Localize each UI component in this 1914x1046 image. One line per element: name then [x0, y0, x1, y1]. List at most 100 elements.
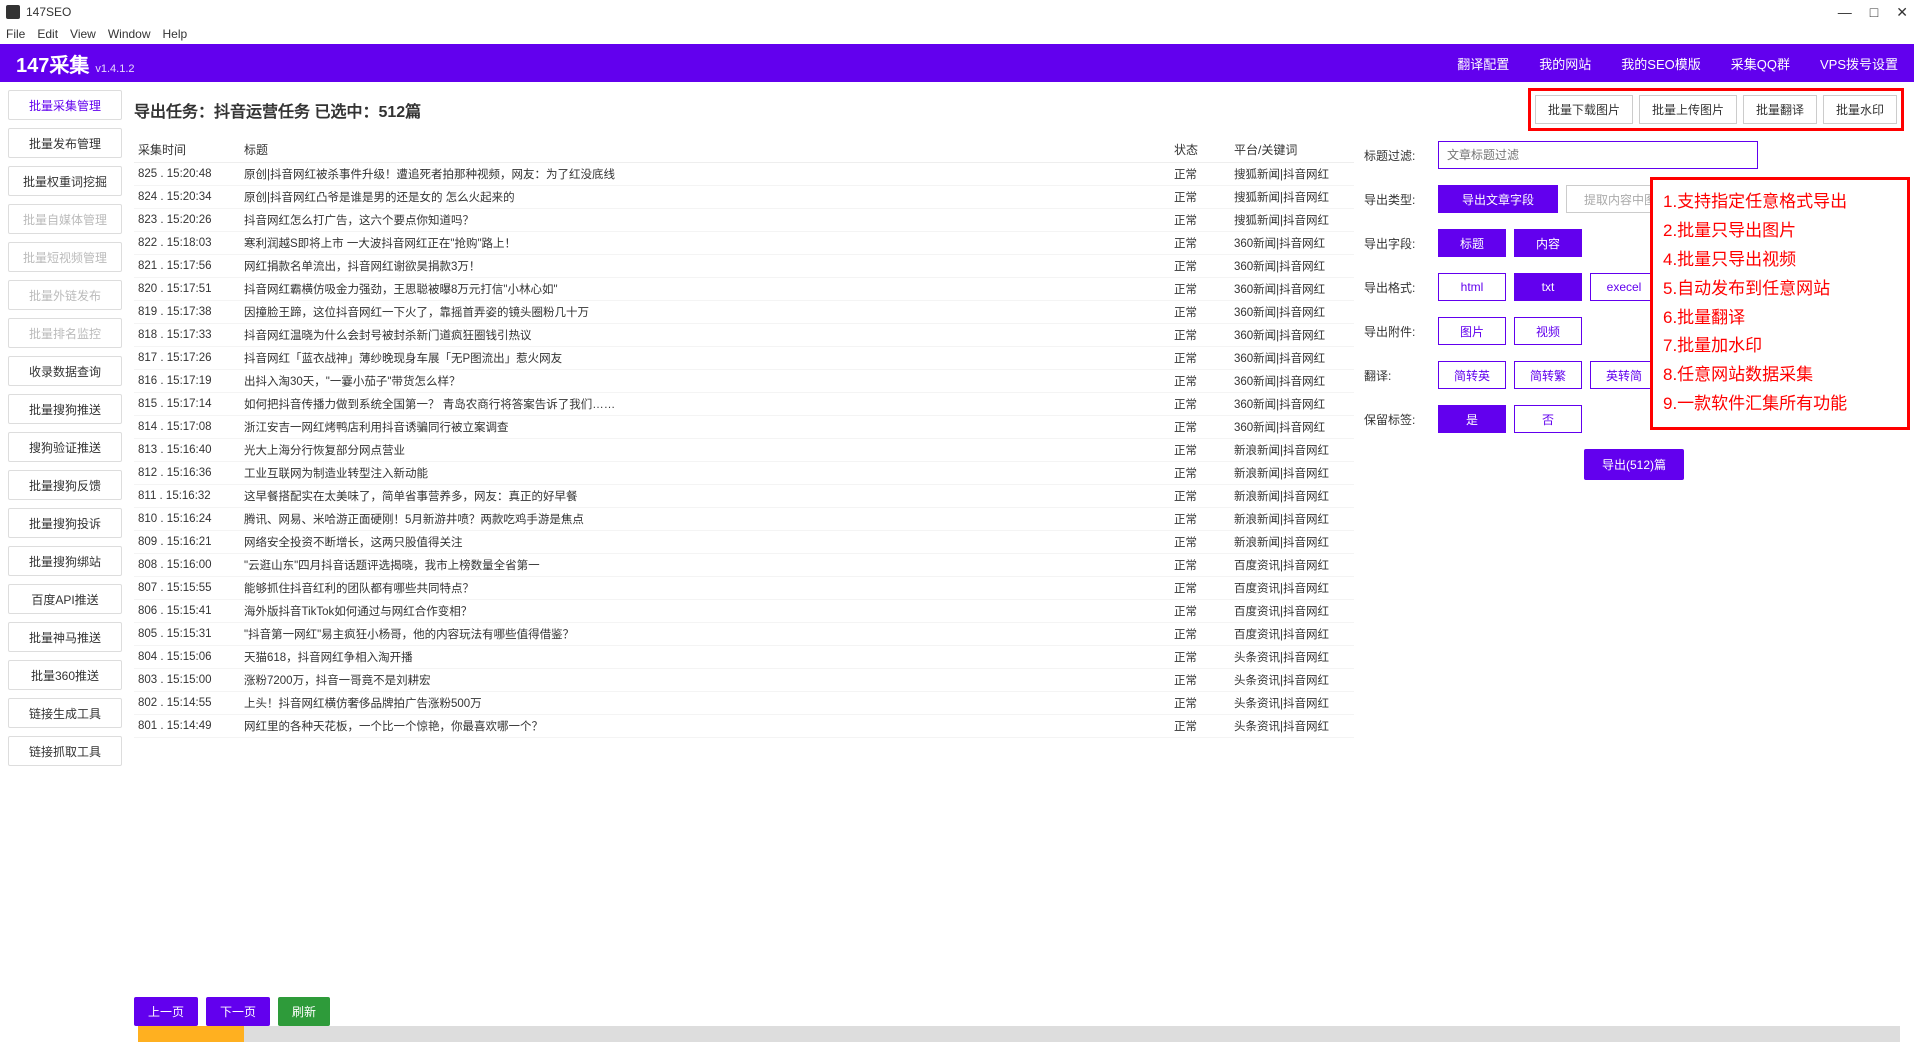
- main-panel: 导出任务：抖音运营任务 已选中：512篇 批量下载图片 批量上传图片 批量翻译 …: [130, 82, 1914, 1046]
- sidebar-item[interactable]: 批量搜狗绑站: [8, 546, 122, 576]
- header-action-group: 批量下载图片 批量上传图片 批量翻译 批量水印: [1528, 88, 1904, 131]
- table-row[interactable]: 818 . 15:17:33抖音网红温晓为什么会封号被封杀新门道疯狂圈钱引热议正…: [134, 324, 1354, 347]
- format-execel-button[interactable]: execel: [1590, 273, 1658, 301]
- menu-help[interactable]: Help: [163, 27, 188, 41]
- sidebar-item[interactable]: 批量短视频管理: [8, 242, 122, 272]
- translate-cn-tw-button[interactable]: 简转繁: [1514, 361, 1582, 389]
- col-status: 状态: [1174, 141, 1234, 158]
- keep-tag-no-button[interactable]: 否: [1514, 405, 1582, 433]
- filter-label: 标题过滤:: [1364, 147, 1424, 164]
- format-label: 导出格式:: [1364, 279, 1424, 296]
- sidebar-item[interactable]: 批量神马推送: [8, 622, 122, 652]
- batch-watermark-button[interactable]: 批量水印: [1823, 95, 1897, 124]
- minimize-button[interactable]: —: [1838, 4, 1852, 21]
- table-row[interactable]: 824 . 15:20:34原创|抖音网红凸爷是谁是男的还是女的 怎么火起来的正…: [134, 186, 1354, 209]
- table-row[interactable]: 813 . 15:16:40光大上海分行恢复部分网点营业正常新浪新闻|抖音网红: [134, 439, 1354, 462]
- format-html-button[interactable]: html: [1438, 273, 1506, 301]
- sidebar-item[interactable]: 批量排名监控: [8, 318, 122, 348]
- sidebar-item[interactable]: 批量搜狗投诉: [8, 508, 122, 538]
- table-row[interactable]: 811 . 15:16:32这早餐搭配实在太美味了，简单省事营养多，网友：真正的…: [134, 485, 1354, 508]
- table-row[interactable]: 806 . 15:15:41海外版抖音TikTok如何通过与网红合作变相？正常百…: [134, 600, 1354, 623]
- maximize-button[interactable]: □: [1870, 4, 1878, 21]
- sidebar-item[interactable]: 批量权重词挖掘: [8, 166, 122, 196]
- nav-qq-group[interactable]: 采集QQ群: [1731, 54, 1790, 73]
- format-txt-button[interactable]: txt: [1514, 273, 1582, 301]
- export-type-label: 导出类型:: [1364, 191, 1424, 208]
- translate-cn-en-button[interactable]: 简转英: [1438, 361, 1506, 389]
- nav-translate-config[interactable]: 翻译配置: [1457, 54, 1509, 73]
- field-content-button[interactable]: 内容: [1514, 229, 1582, 257]
- table-row[interactable]: 816 . 15:17:19出抖入淘30天，"一霎小茄子"带货怎么样？正常360…: [134, 370, 1354, 393]
- sidebar-item[interactable]: 批量外链发布: [8, 280, 122, 310]
- cell-status: 正常: [1174, 373, 1234, 389]
- sidebar-item[interactable]: 收录数据查询: [8, 356, 122, 386]
- cell-platform: 360新闻|抖音网红: [1234, 258, 1354, 274]
- table-row[interactable]: 820 . 15:17:51抖音网红霸横仿吸金力强劲，王思聪被曝8万元打信"小林…: [134, 278, 1354, 301]
- next-page-button[interactable]: 下一页: [206, 997, 270, 1026]
- annotation-line: 4.批量只导出视频: [1663, 246, 1897, 275]
- table-row[interactable]: 817 . 15:17:26抖音网红「蓝衣战神」薄纱晚现身车展「无P图流出」惹火…: [134, 347, 1354, 370]
- table-row[interactable]: 808 . 15:16:00"云逛山东"四月抖音话题评选揭晓，我市上榜数量全省第…: [134, 554, 1354, 577]
- attach-image-button[interactable]: 图片: [1438, 317, 1506, 345]
- cell-time: 821 . 15:17:56: [134, 260, 244, 272]
- table-row[interactable]: 810 . 15:16:24腾讯、网易、米哈游正面硬刚！5月新游井喷？两款吃鸡手…: [134, 508, 1354, 531]
- sidebar-item[interactable]: 批量搜狗反馈: [8, 470, 122, 500]
- table-row[interactable]: 803 . 15:15:00涨粉7200万，抖音一哥竟不是刘耕宏正常头条资讯|抖…: [134, 669, 1354, 692]
- progress-bar: [138, 1026, 1900, 1042]
- sidebar-item[interactable]: 搜狗验证推送: [8, 432, 122, 462]
- export-button[interactable]: 导出(512)篇: [1584, 449, 1684, 480]
- table-row[interactable]: 822 . 15:18:03寒利润越S即将上市 一大波抖音网红正在"抢购"路上！…: [134, 232, 1354, 255]
- sidebar-item[interactable]: 批量360推送: [8, 660, 122, 690]
- sidebar-item[interactable]: 批量自媒体管理: [8, 204, 122, 234]
- prev-page-button[interactable]: 上一页: [134, 997, 198, 1026]
- annotation-line: 2.批量只导出图片: [1663, 217, 1897, 246]
- nav-my-site[interactable]: 我的网站: [1539, 54, 1591, 73]
- cell-status: 正常: [1174, 511, 1234, 527]
- batch-translate-button[interactable]: 批量翻译: [1743, 95, 1817, 124]
- cell-platform: 新浪新闻|抖音网红: [1234, 534, 1354, 550]
- sidebar-item[interactable]: 批量搜狗推送: [8, 394, 122, 424]
- table-row[interactable]: 802 . 15:14:55上头！抖音网红横仿奢侈品牌拍广告涨粉500万正常头条…: [134, 692, 1354, 715]
- table-row[interactable]: 805 . 15:15:31"抖音第一网红"易主疯狂小杨哥，他的内容玩法有哪些值…: [134, 623, 1354, 646]
- table-row[interactable]: 825 . 15:20:48原创|抖音网红被杀事件升级！遭追死者拍那种视频，网友…: [134, 163, 1354, 186]
- table-row[interactable]: 801 . 15:14:49网红里的各种天花板，一个比一个惊艳，你最喜欢哪一个？…: [134, 715, 1354, 738]
- refresh-button[interactable]: 刷新: [278, 997, 330, 1026]
- menu-window[interactable]: Window: [108, 27, 151, 41]
- table-row[interactable]: 814 . 15:17:08浙江安吉一网红烤鸭店利用抖音诱骗同行被立案调查正常3…: [134, 416, 1354, 439]
- field-title-button[interactable]: 标题: [1438, 229, 1506, 257]
- table-body[interactable]: 825 . 15:20:48原创|抖音网红被杀事件升级！遭追死者拍那种视频，网友…: [134, 163, 1354, 991]
- table-row[interactable]: 807 . 15:15:55能够抓住抖音红利的团队都有哪些共同特点？正常百度资讯…: [134, 577, 1354, 600]
- batch-download-images-button[interactable]: 批量下载图片: [1535, 95, 1633, 124]
- nav-seo-template[interactable]: 我的SEO模版: [1621, 54, 1700, 73]
- table-row[interactable]: 819 . 15:17:38因撞脸王蹄，这位抖音网红一下火了，靠摇首弄姿的镜头圈…: [134, 301, 1354, 324]
- menu-file[interactable]: File: [6, 27, 25, 41]
- translate-en-cn-button[interactable]: 英转简: [1590, 361, 1658, 389]
- cell-status: 正常: [1174, 189, 1234, 205]
- table-row[interactable]: 809 . 15:16:21网络安全投资不断增长，这两只股值得关注正常新浪新闻|…: [134, 531, 1354, 554]
- menu-view[interactable]: View: [70, 27, 96, 41]
- export-type-fields-button[interactable]: 导出文章字段: [1438, 185, 1558, 213]
- cell-title: 原创|抖音网红凸爷是谁是男的还是女的 怎么火起来的: [244, 189, 1174, 205]
- table-row[interactable]: 823 . 15:20:26抖音网红怎么打广告，这六个要点你知道吗？正常搜狐新闻…: [134, 209, 1354, 232]
- cell-status: 正常: [1174, 672, 1234, 688]
- table-row[interactable]: 812 . 15:16:36工业互联网为制造业转型注入新动能正常新浪新闻|抖音网…: [134, 462, 1354, 485]
- close-button[interactable]: ✕: [1896, 4, 1908, 21]
- menu-edit[interactable]: Edit: [37, 27, 58, 41]
- table-row[interactable]: 821 . 15:17:56网红捐款名单流出，抖音网红谢欲昊捐款3万！正常360…: [134, 255, 1354, 278]
- window-title: 147SEO: [26, 5, 71, 19]
- table-row[interactable]: 815 . 15:17:14如何把抖音传播力做到系统全国第一？ 青岛农商行将答案…: [134, 393, 1354, 416]
- title-filter-input[interactable]: [1438, 141, 1758, 169]
- sidebar-item[interactable]: 批量发布管理: [8, 128, 122, 158]
- nav-vps-dial[interactable]: VPS拨号设置: [1820, 54, 1898, 73]
- batch-upload-images-button[interactable]: 批量上传图片: [1639, 95, 1737, 124]
- sidebar-item[interactable]: 批量采集管理: [8, 90, 122, 120]
- cell-title: 上头！抖音网红横仿奢侈品牌拍广告涨粉500万: [244, 695, 1174, 711]
- sidebar-item[interactable]: 百度API推送: [8, 584, 122, 614]
- table-row[interactable]: 804 . 15:15:06天猫618，抖音网红争相入淘开播正常头条资讯|抖音网…: [134, 646, 1354, 669]
- keep-tag-yes-button[interactable]: 是: [1438, 405, 1506, 433]
- attach-video-button[interactable]: 视频: [1514, 317, 1582, 345]
- cell-title: 这早餐搭配实在太美味了，简单省事营养多，网友：真正的好早餐: [244, 488, 1174, 504]
- sidebar-item[interactable]: 链接抓取工具: [8, 736, 122, 766]
- translate-label: 翻译:: [1364, 367, 1424, 384]
- sidebar-item[interactable]: 链接生成工具: [8, 698, 122, 728]
